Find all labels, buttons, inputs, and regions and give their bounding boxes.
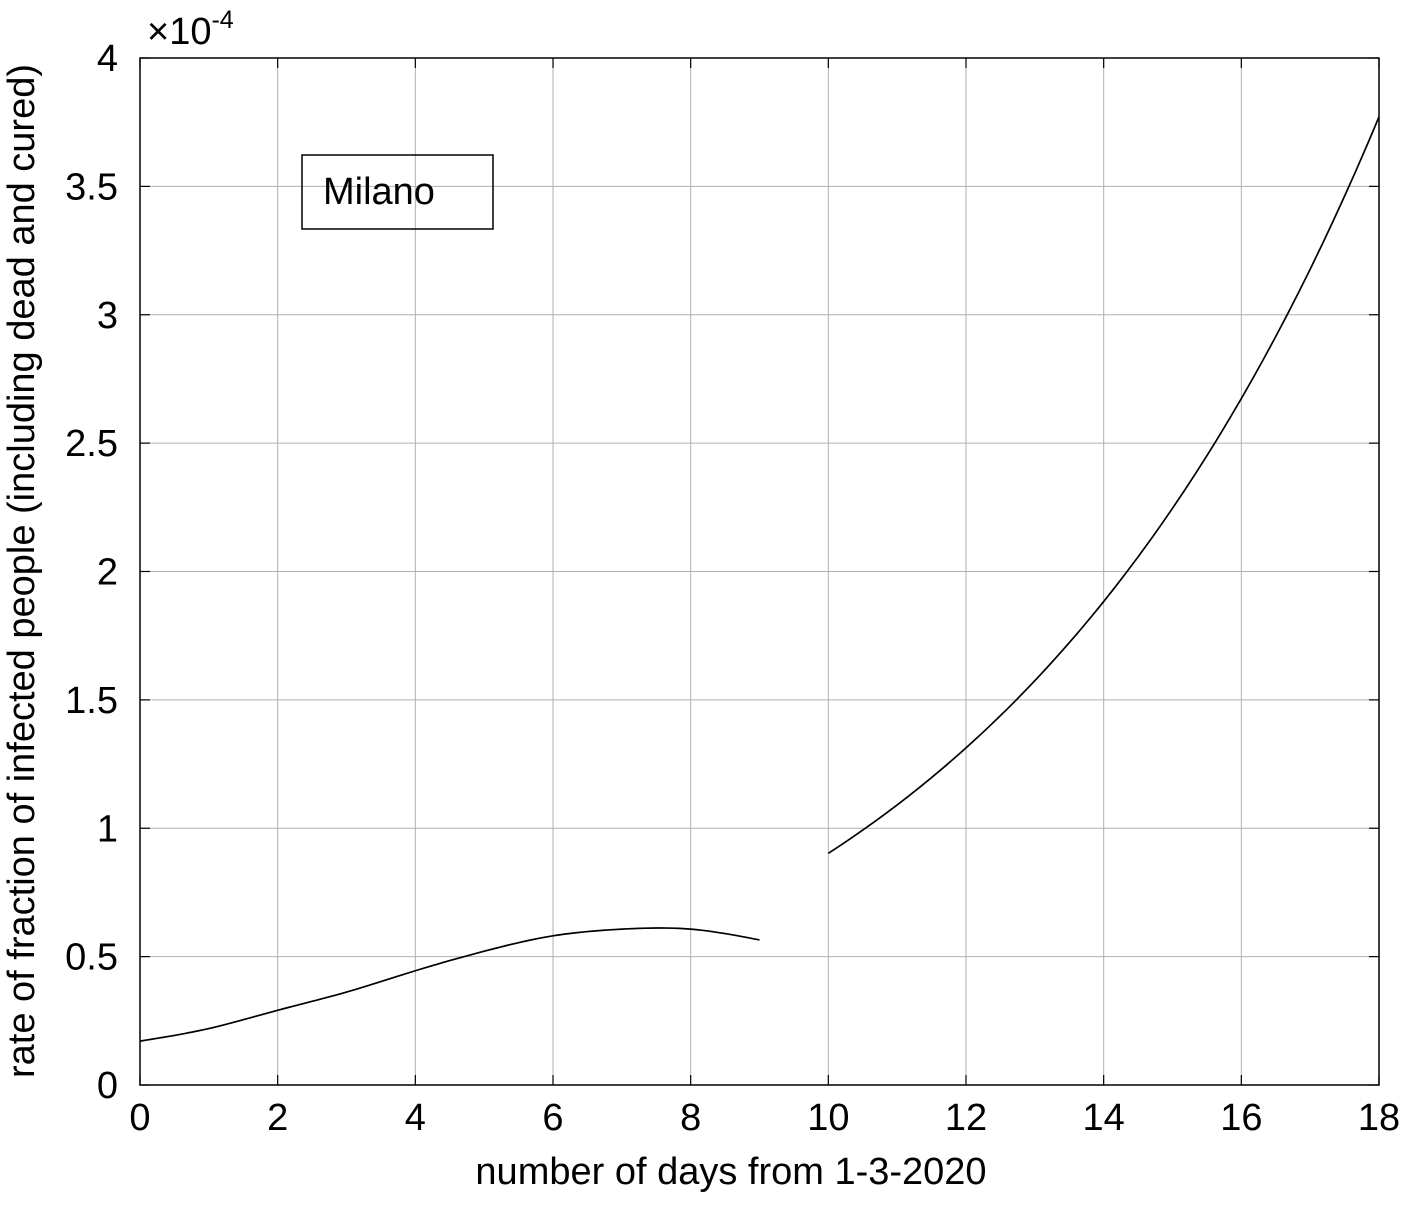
svg-text:10: 10 xyxy=(807,1097,849,1139)
svg-text:3: 3 xyxy=(97,295,118,337)
svg-text:8: 8 xyxy=(680,1097,701,1139)
svg-text:rate of fraction of infected p: rate of fraction of infected people (inc… xyxy=(1,64,43,1078)
svg-text:0: 0 xyxy=(97,1065,118,1107)
svg-text:12: 12 xyxy=(945,1097,987,1139)
svg-text:3.5: 3.5 xyxy=(65,166,118,208)
svg-text:4: 4 xyxy=(97,38,118,80)
svg-text:Milano: Milano xyxy=(323,171,435,213)
svg-text:1: 1 xyxy=(97,808,118,850)
svg-text:4: 4 xyxy=(405,1097,426,1139)
svg-text:1.5: 1.5 xyxy=(65,680,118,722)
svg-text:2: 2 xyxy=(97,552,118,594)
svg-text:0.5: 0.5 xyxy=(65,937,118,979)
svg-text:0: 0 xyxy=(129,1097,150,1139)
svg-text:number of days from 1-3-2020: number of days from 1-3-2020 xyxy=(475,1151,986,1193)
svg-text:16: 16 xyxy=(1220,1097,1262,1139)
svg-text:18: 18 xyxy=(1358,1097,1400,1139)
svg-text:6: 6 xyxy=(542,1097,563,1139)
svg-text:2.5: 2.5 xyxy=(65,423,118,465)
svg-text:14: 14 xyxy=(1083,1097,1125,1139)
svg-text:2: 2 xyxy=(267,1097,288,1139)
